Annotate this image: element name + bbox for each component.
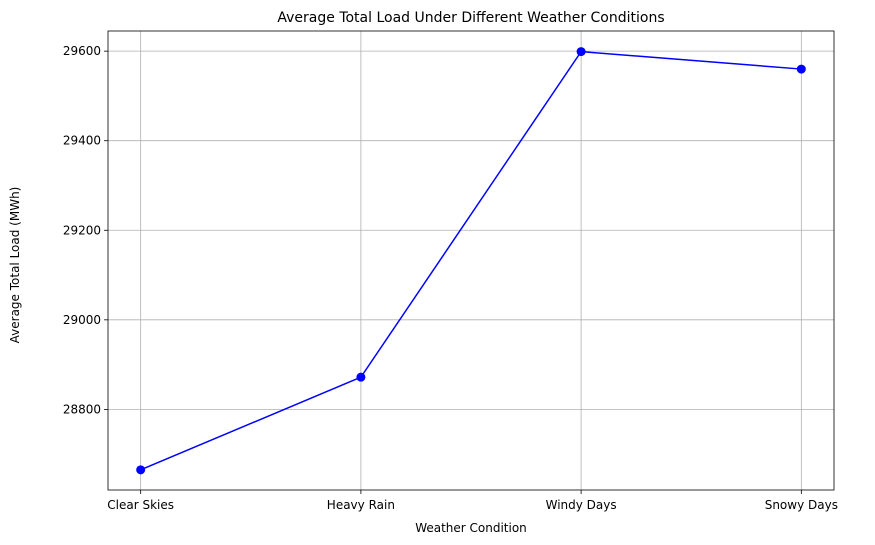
tick-labels: Clear Skies Heavy Rain Windy Days Snowy Day… [63,44,838,512]
axes [104,30,835,494]
x-tick-label: Heavy Rain [327,498,395,512]
data-point [576,47,586,57]
series [136,47,806,475]
chart-title: Average Total Load Under Different Weath… [277,10,664,26]
y-tick-label: 29600 [63,44,101,58]
gridlines [108,31,834,490]
plot-frame [107,30,835,491]
data-point [796,64,806,74]
x-tick-label: Snowy Days [765,498,838,512]
y-tick-label: 29000 [63,313,101,327]
x-axis-label: Weather Condition [415,521,527,535]
y-tick-label: 28800 [63,402,101,416]
y-axis-label: Average Total Load (MWh) [8,187,22,344]
x-tick-label: Windy Days [546,498,617,512]
x-tick-label: Clear Skies [107,498,174,512]
data-point [136,465,146,475]
series-line [140,50,802,471]
y-tick-label: 29200 [63,223,101,237]
data-point [356,372,366,382]
y-tick-label: 29400 [63,134,101,148]
